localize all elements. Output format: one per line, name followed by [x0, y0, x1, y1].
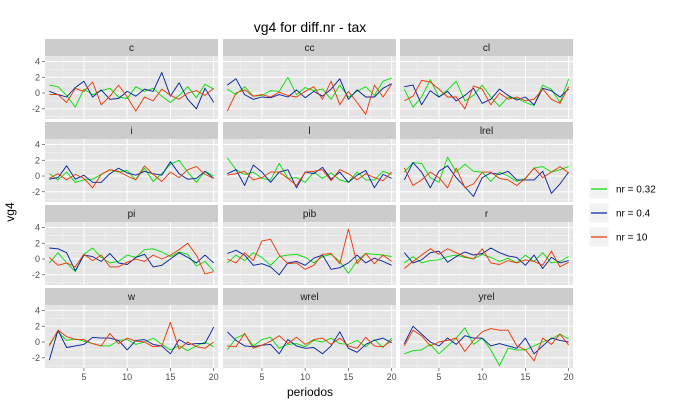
strip-bg	[223, 205, 396, 222]
x-tick-label: 5	[436, 372, 441, 382]
series-line-nr-10	[48, 242, 214, 275]
y-tick-label: 4	[35, 223, 40, 233]
series-line-nr-0-4	[49, 161, 214, 183]
series-line-nr-0-4	[227, 164, 392, 189]
strip-bg	[45, 205, 218, 222]
y-tick-label: -2	[32, 353, 40, 363]
x-tick-label: 10	[122, 372, 132, 382]
series-line-nr-10	[49, 81, 214, 112]
strip-label: w	[127, 292, 136, 303]
chart-title: vg4 for diff.nr - tax	[254, 19, 367, 35]
y-tick-label: 0	[35, 254, 40, 264]
series-line-nr-0-4	[403, 325, 569, 355]
y-tick-label: 0	[35, 337, 40, 347]
x-tick-label: 20	[387, 372, 397, 382]
strip-label: cl	[483, 43, 490, 54]
y-tick-label: 2	[35, 155, 40, 165]
panel-i: i -2 0 2 4	[32, 122, 218, 202]
x-tick-label: 20	[564, 372, 574, 382]
x-axis-title: periodos	[287, 385, 333, 399]
y-tick-label: 2	[35, 238, 40, 248]
strip-label: cc	[305, 43, 315, 54]
panel-c: c -2 0 2 4	[32, 39, 218, 119]
strip-label: lrel	[480, 126, 493, 137]
x-tick-label: 5	[259, 372, 264, 382]
strip-bg	[400, 39, 573, 56]
strip-label: yrel	[478, 292, 494, 303]
series-line-nr-10	[49, 165, 214, 189]
legend-label: nr = 0.32	[616, 185, 656, 196]
x-tick-label: 15	[343, 372, 353, 382]
panel-w: w -2 0 2 4 5 10 15 20	[32, 288, 219, 382]
x-tick-label: 5	[81, 372, 86, 382]
strip-bg	[223, 39, 396, 56]
y-tick-label: -2	[32, 187, 40, 197]
x-tick-label: 15	[520, 372, 530, 382]
strip-bg	[400, 122, 573, 139]
panel-l: l	[223, 122, 396, 202]
panel-r: r	[400, 205, 573, 285]
strip-label: wrel	[299, 292, 318, 303]
y-axis-title: vg4	[3, 202, 17, 222]
x-tick-label: 10	[300, 372, 310, 382]
series-line-nr-0-4	[403, 247, 569, 269]
y-tick-label: 4	[35, 57, 40, 67]
y-tick-label: 4	[35, 140, 40, 150]
series-line-nr-0-32	[49, 83, 214, 108]
series-line-nr-10	[404, 79, 570, 110]
panel-cc: cc	[223, 39, 396, 119]
series-line-nr-0-32	[49, 159, 214, 183]
strip-bg	[223, 288, 396, 305]
series-line-nr-0-32	[403, 156, 569, 183]
series-line-nr-10	[404, 248, 569, 269]
strip-label: pib	[303, 209, 317, 220]
panel-pib: pib	[223, 205, 396, 285]
strip-bg	[45, 39, 218, 56]
strip-bg	[45, 288, 218, 305]
strip-label: pi	[128, 209, 136, 220]
panel-wrel: wrel 5 10 15 20	[223, 288, 397, 382]
strip-bg	[400, 288, 573, 305]
y-tick-label: 4	[35, 306, 40, 316]
panel-yrel: yrel 5 10 15 20	[400, 288, 574, 382]
strip-bg	[45, 122, 218, 139]
series-line-nr-10	[227, 332, 392, 349]
x-tick-label: 10	[477, 372, 487, 382]
y-tick-label: 0	[35, 171, 40, 181]
series-line-nr-0-4	[226, 331, 392, 355]
strip-bg	[223, 122, 396, 139]
series-line-nr-10	[226, 80, 393, 115]
series-line-nr-10	[227, 228, 392, 270]
strip-label: c	[129, 43, 134, 54]
series-line-nr-0-4	[227, 78, 392, 100]
series-line-nr-0-32	[226, 157, 392, 183]
y-tick-label: 0	[35, 88, 40, 98]
strip-label: l	[308, 126, 310, 137]
legend-label: nr = 0.4	[616, 209, 651, 220]
series-line-nr-0-4	[49, 72, 215, 110]
series-line-nr-0-4	[403, 162, 570, 197]
y-tick-label: 2	[35, 321, 40, 331]
series-line-nr-0-32	[403, 78, 570, 108]
y-tick-label: -2	[32, 270, 40, 280]
panel-pi: pi -2 0 2 4	[32, 205, 218, 285]
strip-label: r	[485, 209, 489, 220]
legend-label: nr = 10	[616, 233, 648, 244]
y-tick-label: -2	[32, 104, 40, 114]
legend: nr = 0.32 nr = 0.4 nr = 10	[588, 178, 656, 248]
series-line-nr-10	[227, 169, 393, 186]
x-tick-label: 15	[165, 372, 175, 382]
panel-lrel: lrel	[400, 122, 573, 202]
x-tick-label: 20	[209, 372, 219, 382]
series-line-nr-0-4	[227, 249, 392, 276]
strip-label: i	[130, 126, 132, 137]
series-line-nr-10	[403, 328, 570, 362]
y-tick-label: 2	[35, 72, 40, 82]
series-line-nr-10	[48, 321, 214, 350]
series-line-nr-10	[403, 166, 569, 189]
panel-cl: cl	[400, 39, 573, 119]
strip-bg	[400, 205, 573, 222]
